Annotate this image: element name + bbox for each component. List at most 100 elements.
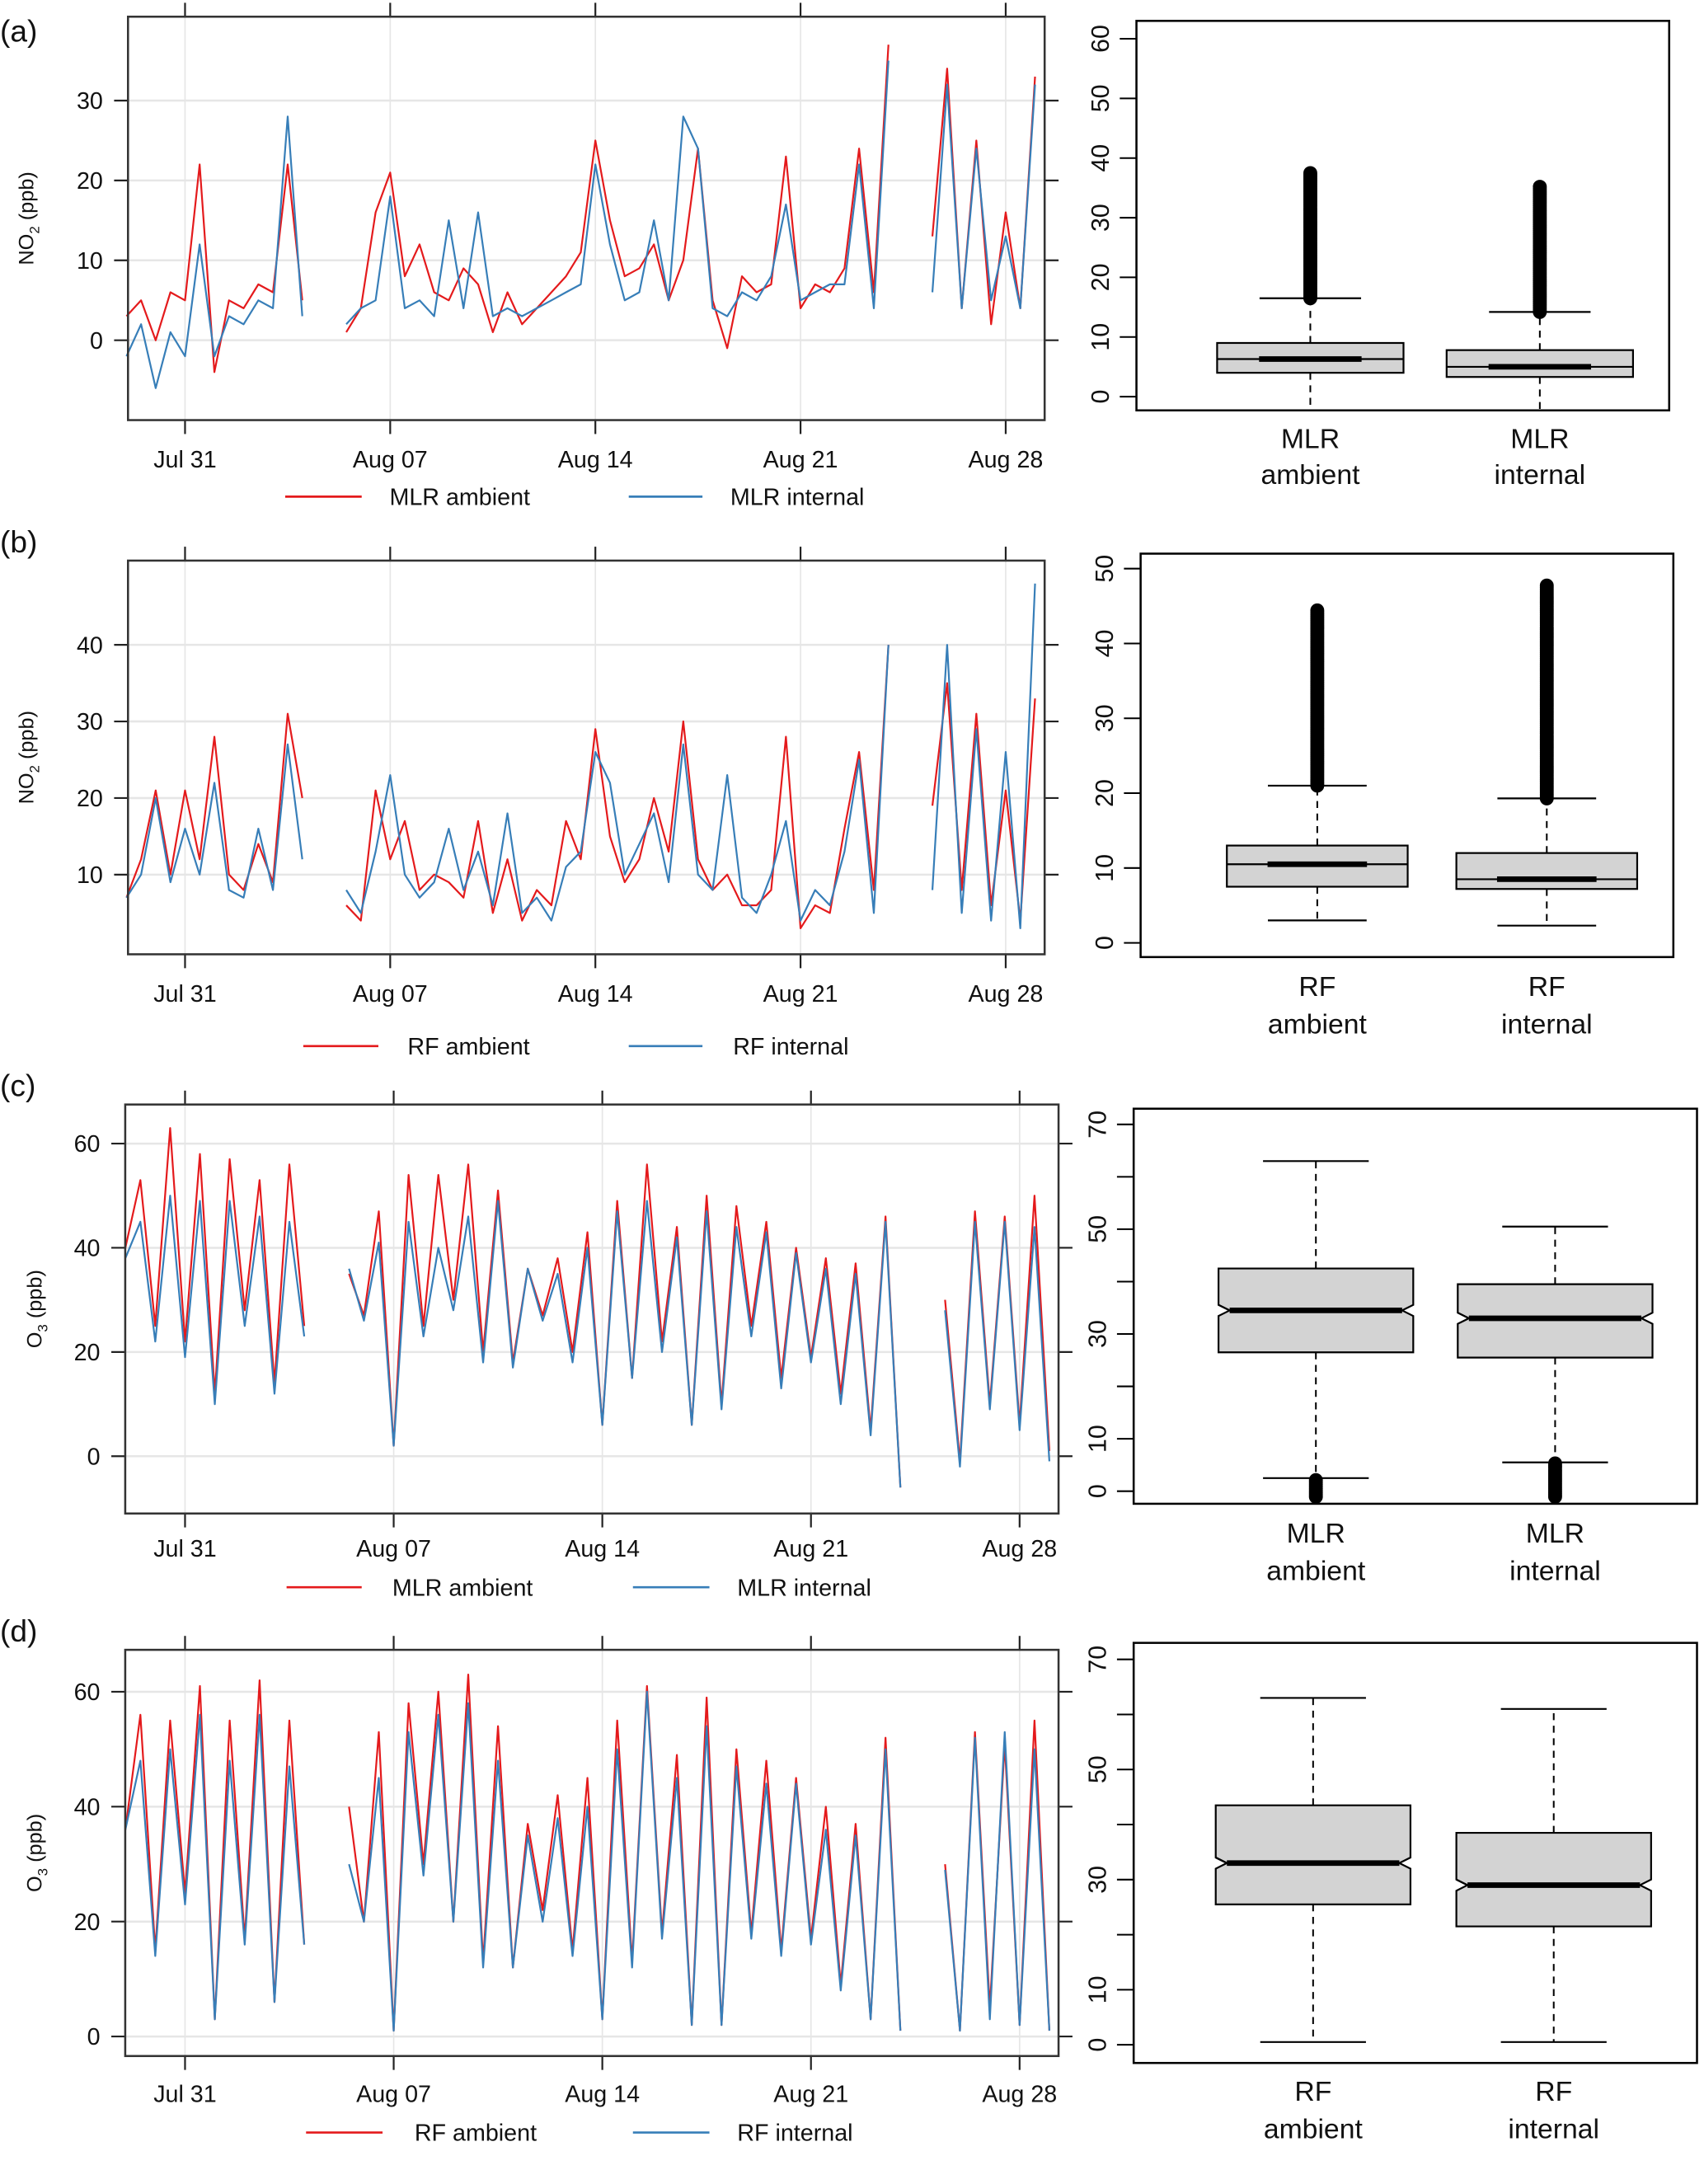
box-1 [1455,578,1639,927]
y-tick-label: 40 [74,1794,101,1820]
legend-label: RF ambient [407,1034,529,1060]
boxplot-panel-1: 0 10 20 30 40 50 RF ambient RF internal [1091,552,1675,1040]
boxplot-panel-0: 0 10 20 30 40 50 60 MLR ambient MLR internal [1087,20,1671,491]
category-label: RF [1535,2076,1572,2107]
y-tick-label: 0 [90,328,103,355]
box-body [1455,852,1639,890]
legend-label: RF ambient [415,2121,537,2147]
series-line-rf-internal [124,1690,1051,2032]
box-body [1226,844,1409,888]
outlier-point [1303,166,1317,181]
category-label: MLR [1287,1518,1345,1549]
y-tick-label: 0 [87,2024,101,2050]
category-label: RF [1294,2076,1331,2107]
outlier-point [1539,578,1554,593]
y-tick-label: 0 [87,1444,101,1470]
y-tick-label: 10 [1091,854,1119,882]
y-axis-label-subscript: 3 [35,1324,50,1332]
box-body [1214,1804,1412,1905]
y-tick-label: 20 [77,786,103,812]
y-tick-label: 10 [77,862,103,889]
plot-frame [127,559,1046,956]
category-label: MLR [1281,423,1340,454]
x-tick-label: Aug 07 [356,1536,431,1562]
time-series-panel-0: Jul 31 Aug 07 Aug 14 Aug 21 Aug 28 0 10 20 30 MLR… [16,2,1059,510]
y-tick-label: 50 [1084,1215,1111,1243]
category-label: internal [1509,1556,1601,1587]
notch-edge [1457,1312,1470,1319]
y-axis-label: O3 (ppb) [24,1814,51,1892]
y-axis-label-unit: (ppb) [16,171,39,226]
legend-label: MLR internal [737,1575,871,1601]
x-tick-label: Jul 31 [153,1536,217,1562]
y-tick-label: 30 [1087,204,1115,232]
y-tick-label: 0 [1091,936,1119,950]
series-line-mlr-internal [124,1195,1051,1488]
box-body [1445,349,1634,378]
x-tick-label: Jul 31 [153,2081,217,2107]
plot-frame [1139,552,1675,959]
x-tick-label: Aug 21 [763,447,838,473]
series-line-mlr-ambient [124,1127,1051,1488]
y-tick-label: 40 [1091,630,1119,658]
x-tick-label: Jul 31 [153,447,217,473]
category-label: ambient [1260,459,1360,491]
y-tick-label: 10 [1084,1425,1111,1453]
series-line-rf-internal [125,583,1036,930]
plot-frame [1135,20,1671,412]
boxplot-panel-2: 0 10 30 50 70 MLR ambient MLR internal [1084,1107,1698,1587]
x-tick-label: Aug 21 [773,1536,848,1562]
y-axis-label: O3 (ppb) [24,1270,51,1348]
series-line-rf-ambient [125,645,1036,930]
time-series-panel-1: Jul 31 Aug 07 Aug 14 Aug 21 Aug 28 10 20 30 40 RF… [16,547,1059,1060]
y-tick-label: 10 [1087,323,1115,351]
plot-frame [1132,1642,1698,2064]
legend-label: RF internal [737,2121,852,2147]
x-tick-label: Aug 28 [969,447,1044,473]
y-tick-label: 20 [77,168,103,195]
box-1 [1457,1225,1654,1504]
notch-edge [1218,1303,1231,1312]
y-axis-label-unit: (ppb) [24,1814,47,1868]
y-axis-label-main: NO [16,234,39,265]
y-tick-label: 60 [1087,25,1115,53]
y-axis-label-subscript: 2 [26,226,42,233]
plot-frame [124,1103,1060,1515]
y-axis-label-main: O [24,1876,47,1892]
x-tick-label: Jul 31 [153,981,217,1007]
box-0 [1226,603,1409,922]
series-line-rf-ambient [124,1674,1051,2032]
series-line-mlr-internal [125,60,1036,389]
y-tick-label: 10 [77,248,103,275]
category-label: ambient [1268,1009,1368,1040]
x-tick-label: Aug 14 [558,447,633,473]
category-label: RF [1298,971,1336,1003]
boxplot-panel-3: 0 10 30 50 70 RF ambient RF internal [1084,1642,1698,2144]
panel-label-c: (c) [0,1069,35,1103]
series-line-mlr-ambient [125,45,1036,373]
category-label: internal [1508,2113,1599,2144]
box-0 [1217,1160,1415,1504]
x-tick-label: Aug 28 [982,1536,1057,1562]
x-tick-label: Aug 07 [353,447,428,473]
notch-edge [1456,1878,1468,1886]
time-series-panel-3: Jul 31 Aug 07 Aug 14 Aug 21 Aug 28 0 20 40 60 RF … [24,1636,1073,2147]
y-tick-label: 40 [1087,144,1115,172]
panel-label-d: (d) [0,1613,37,1648]
y-tick-label: 0 [1084,2038,1111,2052]
x-tick-label: Aug 28 [982,2081,1057,2107]
y-tick-label: 70 [1084,1646,1111,1674]
y-axis-label-unit: (ppb) [16,711,39,765]
y-tick-label: 40 [74,1236,101,1262]
outlier-point [1308,1472,1323,1487]
y-tick-label: 30 [77,88,103,115]
x-tick-label: Aug 07 [353,981,428,1007]
time-series-panel-2: Jul 31 Aug 07 Aug 14 Aug 21 Aug 28 0 20 40 60 MLR… [24,1090,1073,1601]
x-tick-label: Aug 14 [565,1536,640,1562]
box-0 [1216,166,1405,411]
plot-frame [127,15,1046,421]
y-tick-label: 0 [1087,390,1115,404]
category-label: internal [1501,1009,1593,1040]
y-tick-label: 20 [74,1340,101,1366]
category-label: ambient [1266,1556,1366,1587]
